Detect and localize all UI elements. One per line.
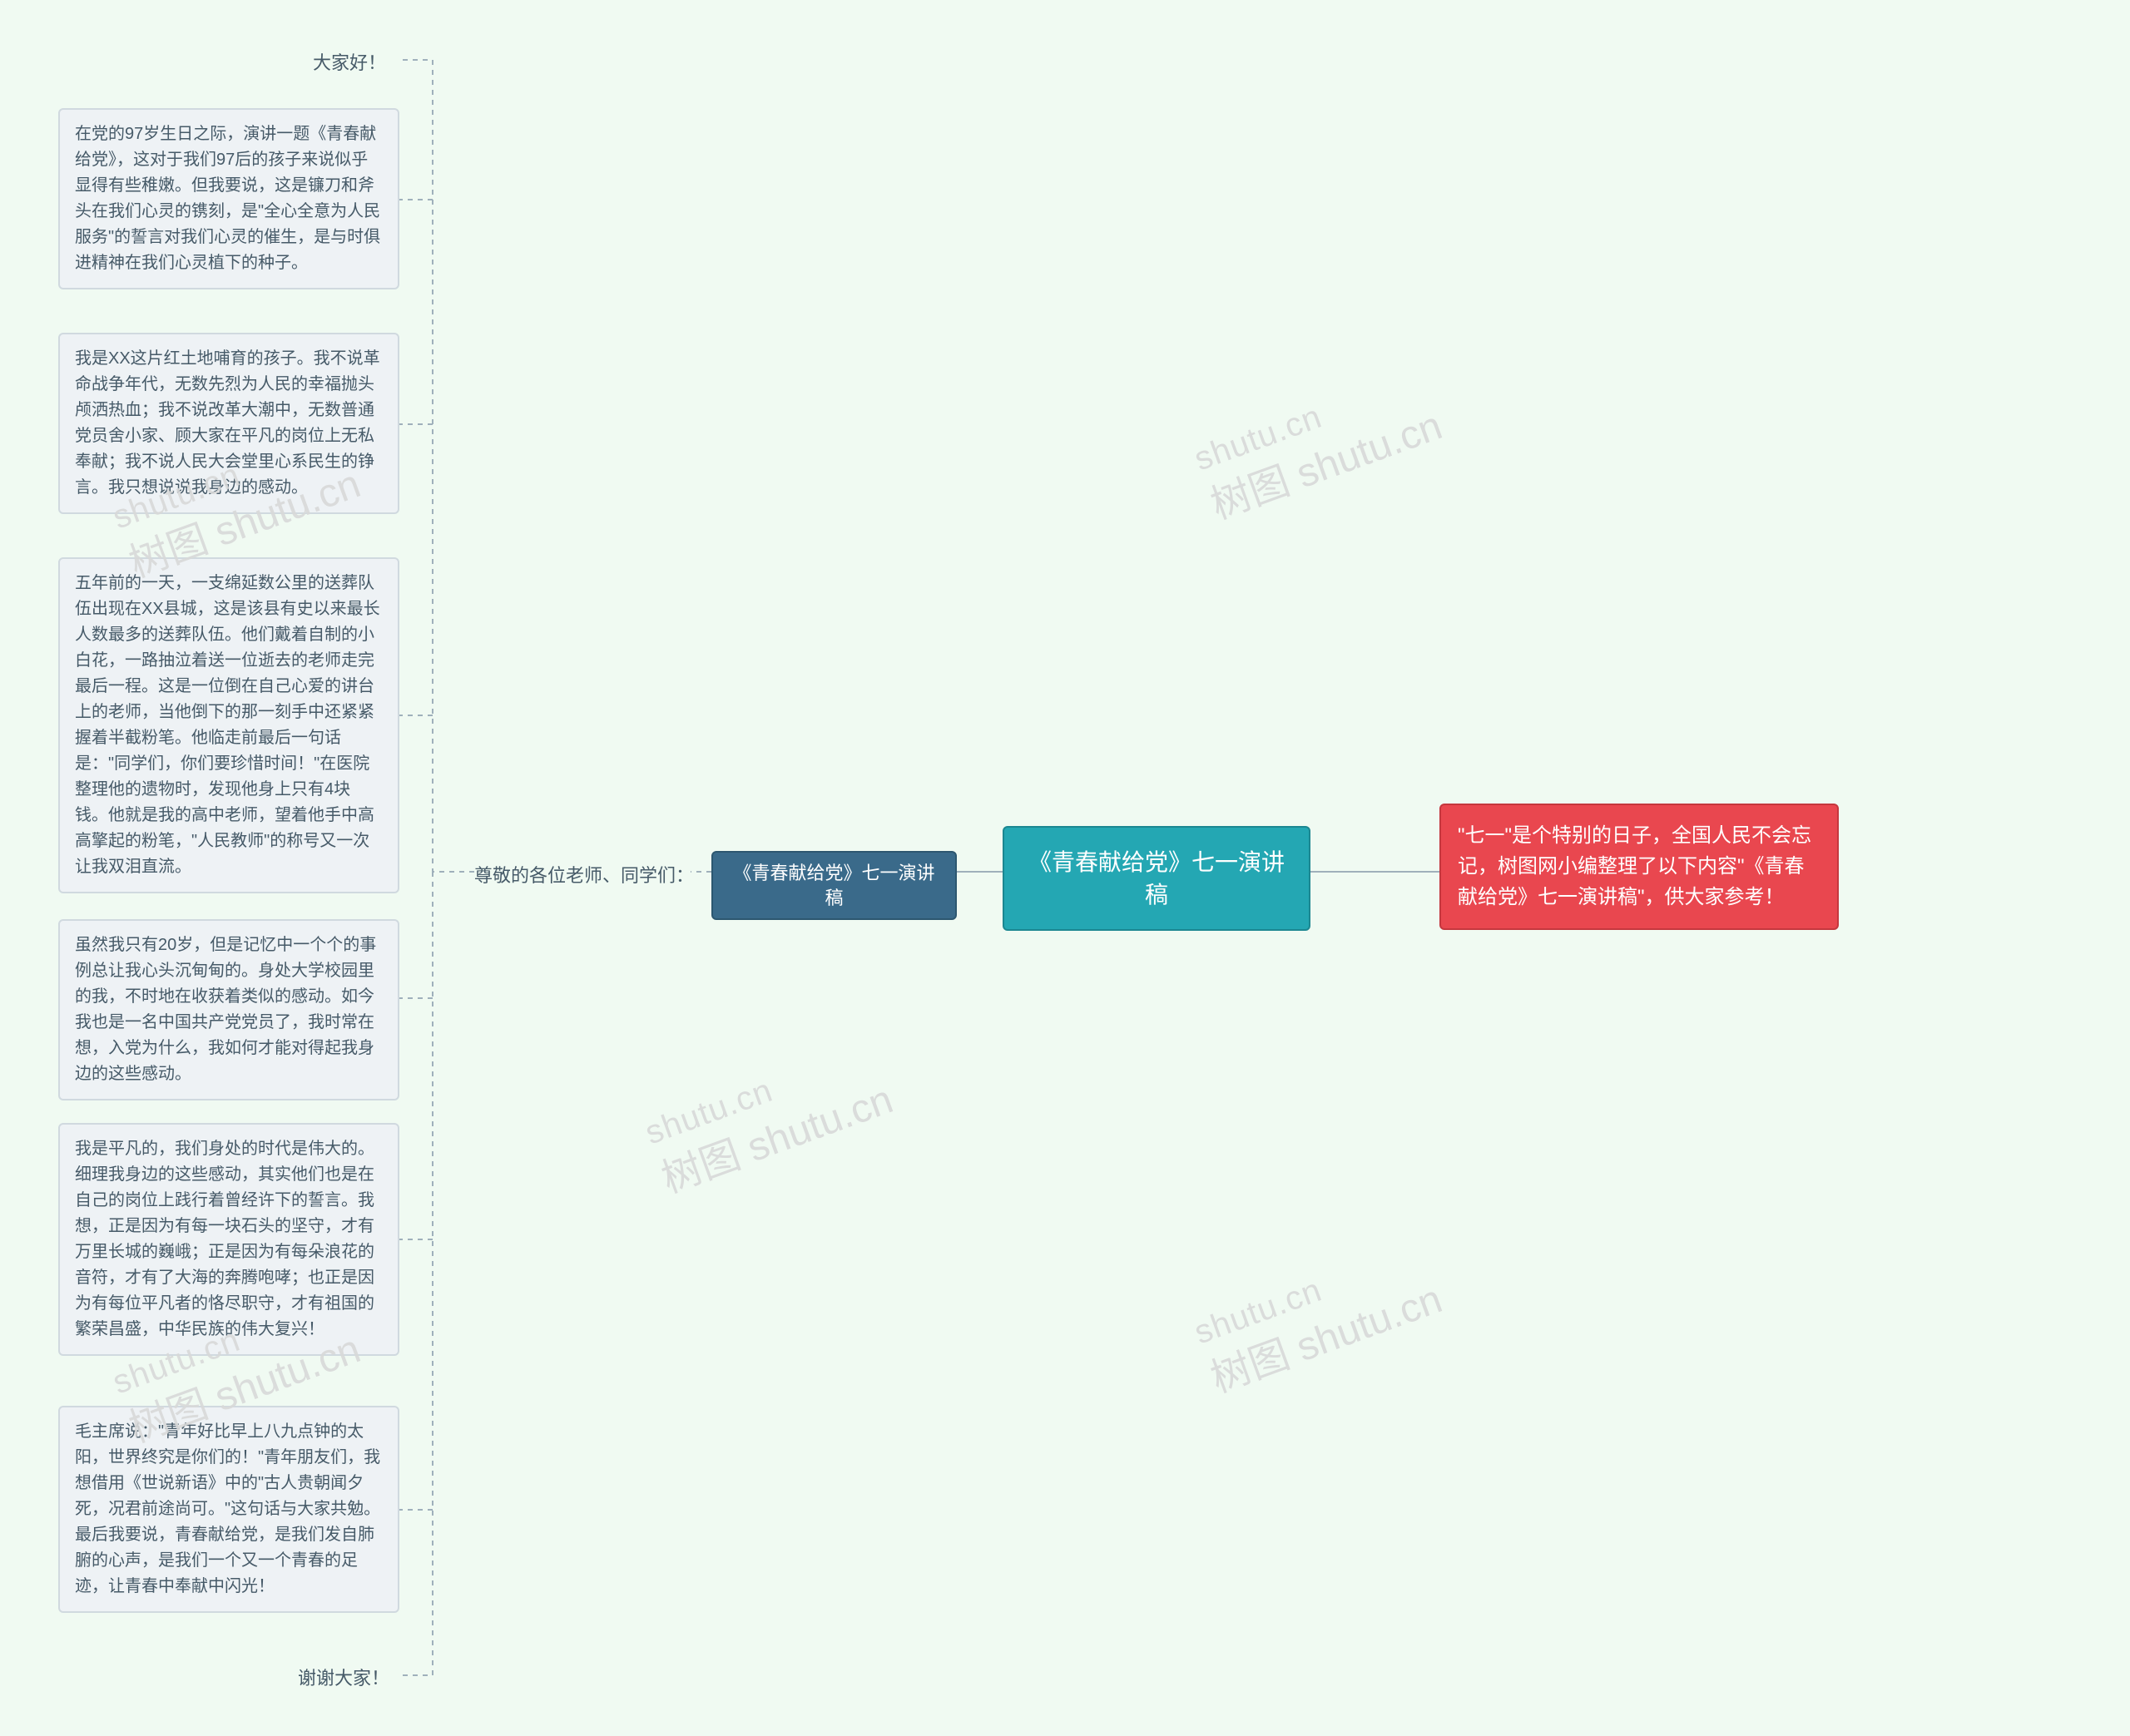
paragraph-2[interactable]: 我是XX这片红土地哺育的孩子。我不说革命战争年代，无数先烈为人民的幸福抛头颅洒热… [58, 333, 399, 514]
intro-card[interactable]: "七一"是个特别的日子，全国人民不会忘记，树图网小编整理了以下内容"《青春献给党… [1439, 804, 1839, 930]
paragraph-1[interactable]: 在党的97岁生日之际，演讲一题《青春献给党》，这对于我们97后的孩子来说似乎显得… [58, 108, 399, 289]
paragraph-4[interactable]: 虽然我只有20岁，但是记忆中一个个的事例总让我心头沉甸甸的。身处大学校园里的我，… [58, 919, 399, 1100]
watermark: shutu.cn 树图 shutu.cn [1190, 361, 1449, 531]
paragraph-3[interactable]: 五年前的一天，一支绵延数公里的送葬队伍出现在XX县城，这是该县有史以来最长人数最… [58, 557, 399, 893]
paragraph-6[interactable]: 毛主席说："青年好比早上八九点钟的太阳，世界终究是你们的！"青年朋友们，我想借用… [58, 1406, 399, 1613]
watermark: shutu.cn 树图 shutu.cn [641, 1035, 899, 1204]
wm-url: shutu.cn [1190, 1234, 1430, 1353]
paragraph-5[interactable]: 我是平凡的，我们身处的时代是伟大的。细理我身边的这些感动，其实他们也是在自己的岗… [58, 1123, 399, 1356]
root-node[interactable]: 《青春献给党》七一演讲 稿 [1003, 826, 1310, 931]
hello-label[interactable]: 大家好！ [313, 48, 386, 75]
wm-brand: 树图 shutu.cn [1201, 1266, 1449, 1403]
wm-url: shutu.cn [641, 1035, 881, 1153]
thanks-label[interactable]: 谢谢大家！ [298, 1664, 389, 1690]
wm-brand: 树图 shutu.cn [1201, 393, 1449, 530]
address-label[interactable]: 尊敬的各位老师、同学们： [474, 861, 694, 888]
wm-url: shutu.cn [1190, 361, 1430, 479]
subtitle-card[interactable]: 《青春献给党》七一演讲稿 [711, 851, 957, 920]
wm-brand: 树图 shutu.cn [652, 1066, 899, 1204]
watermark: shutu.cn 树图 shutu.cn [1190, 1234, 1449, 1404]
